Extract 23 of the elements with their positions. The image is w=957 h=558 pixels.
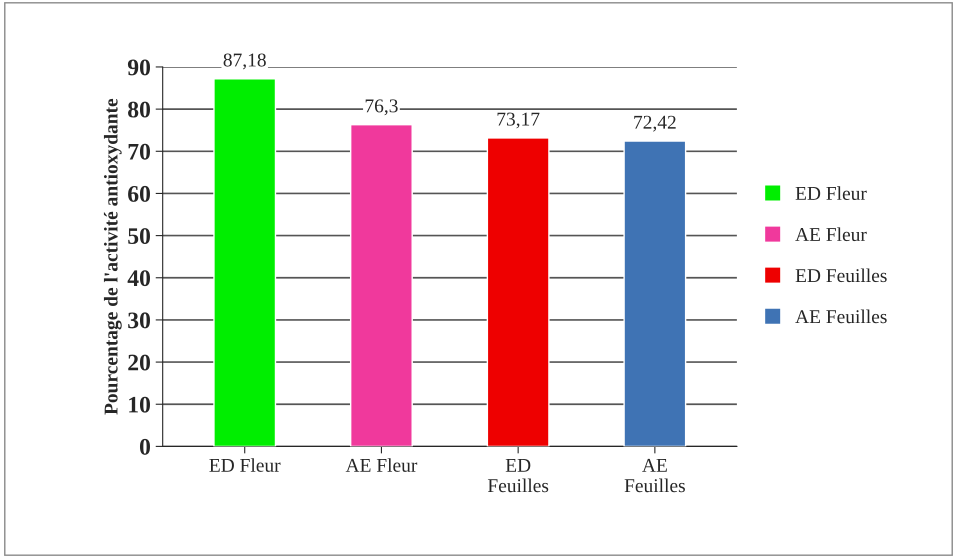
y-tick-label: 50 <box>128 228 150 244</box>
x-tick-label: AE Fleur <box>346 458 418 472</box>
legend-label: AE Fleur <box>795 227 867 242</box>
y-tick-label: 40 <box>128 270 150 286</box>
data-label: 73,17 <box>498 112 540 128</box>
legend-label: ED Feuilles <box>796 268 887 282</box>
data-label: 72,42 <box>634 116 676 132</box>
y-tick-label: 80 <box>128 102 150 118</box>
data-label: 87,18 <box>224 53 266 70</box>
y-tick-label: 30 <box>128 312 150 328</box>
y-tick-label: 10 <box>129 396 150 413</box>
x-tick-label: ED Feuilles <box>488 458 548 492</box>
y-tick-label: 20 <box>128 354 150 371</box>
y-tick-label: 70 <box>128 144 150 160</box>
legend-label: AE Feuilles <box>795 310 887 324</box>
y-tick-label: 60 <box>128 186 150 202</box>
x-tick-label: ED Fleur <box>209 458 280 472</box>
legend-label: ED Fleur <box>796 186 867 200</box>
y-tick-label: 0 <box>140 438 150 455</box>
x-tick-label: AE Feuilles <box>624 458 685 492</box>
data-label: 76,3 <box>366 99 398 116</box>
y-tick-label: 90 <box>128 59 150 76</box>
y-axis-title: Pourcentage de l'activité antioxydante <box>104 98 122 415</box>
